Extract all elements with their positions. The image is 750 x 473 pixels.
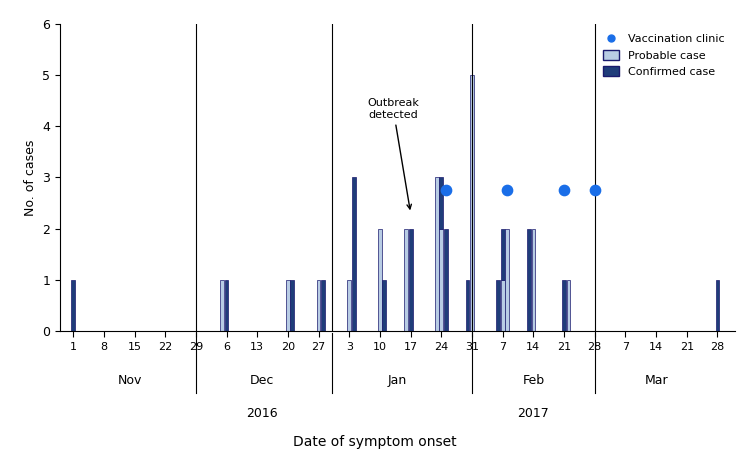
Text: Jan: Jan	[388, 374, 407, 386]
Bar	[404, 228, 408, 331]
Bar	[347, 280, 351, 331]
Text: 2016: 2016	[246, 407, 278, 420]
Point	[501, 186, 513, 194]
Point	[558, 186, 570, 194]
Bar	[527, 228, 531, 331]
Bar	[466, 280, 470, 331]
Bar	[71, 280, 75, 331]
Bar	[440, 228, 443, 331]
Point	[440, 186, 452, 194]
Bar	[382, 280, 386, 331]
Y-axis label: No. of cases: No. of cases	[24, 139, 37, 216]
Bar	[435, 177, 439, 331]
Bar	[470, 75, 474, 331]
Bar	[409, 228, 413, 331]
Bar	[440, 177, 443, 228]
Text: Feb: Feb	[522, 374, 544, 386]
Bar	[716, 280, 719, 331]
Legend: Vaccination clinic, Probable case, Confirmed case: Vaccination clinic, Probable case, Confi…	[598, 29, 730, 81]
Bar	[316, 280, 320, 331]
Text: Dec: Dec	[250, 374, 274, 386]
Bar	[566, 280, 570, 331]
Text: Nov: Nov	[118, 374, 142, 386]
Bar	[290, 280, 294, 331]
Text: Outbreak
detected: Outbreak detected	[368, 98, 419, 209]
Bar	[506, 228, 509, 331]
Bar	[286, 280, 290, 331]
Bar	[352, 177, 356, 331]
Bar	[496, 280, 500, 331]
Bar	[321, 280, 325, 331]
Text: Date of symptom onset: Date of symptom onset	[293, 435, 457, 449]
Bar	[501, 228, 505, 280]
Text: Mar: Mar	[644, 374, 668, 386]
Bar	[444, 228, 448, 331]
Bar	[378, 228, 382, 331]
Bar	[225, 280, 229, 331]
Bar	[532, 228, 536, 331]
Bar	[562, 280, 566, 331]
Text: 2017: 2017	[518, 407, 549, 420]
Bar	[501, 280, 505, 331]
Point	[589, 186, 601, 194]
Bar	[220, 280, 224, 331]
